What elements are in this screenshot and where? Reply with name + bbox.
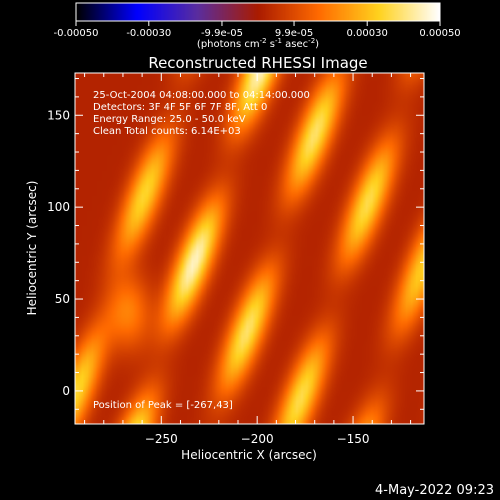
annotation-counts: Clean Total counts: 6.14E+03 <box>93 126 241 137</box>
colorbar-ticks: -0.00050 -0.00030 -9.9e-05 9.9e-05 0.00030 0.… <box>54 21 461 39</box>
annotation-block: 25-Oct-2004 04:08:00.000 to 04:14:00.000… <box>93 90 310 137</box>
y-tick-label: 50 <box>55 292 70 306</box>
footer-date: 4-May-2022 09:23 <box>375 483 494 498</box>
colorbar: -0.00050 -0.00030 -9.9e-05 9.9e-05 0.00030 0.… <box>54 2 461 50</box>
x-axis-label: Heliocentric X (arcsec) <box>181 448 317 462</box>
x-tick-label: −150 <box>337 432 370 446</box>
x-tick-label: −200 <box>241 432 274 446</box>
x-tick-label: −250 <box>145 432 178 446</box>
peak-position-label: Position of Peak = [-267,43] <box>93 400 233 411</box>
plot-frame <box>74 72 425 425</box>
colorbar-gradient <box>76 3 440 21</box>
chart-title: Reconstructed RHESSI Image <box>148 54 367 72</box>
colorbar-tick-label: -0.00050 <box>54 28 99 39</box>
colorbar-tick-label: 0.00050 <box>419 28 460 39</box>
y-axis-label: Heliocentric Y (arcsec) <box>25 181 39 316</box>
y-tick-label: 0 <box>62 384 70 398</box>
axis-ticks: −250 −200 −150 0 50 100 150 <box>47 73 424 446</box>
y-tick-label: 100 <box>47 200 70 214</box>
colorbar-frame <box>75 2 441 22</box>
colorbar-tick-label: 0.00030 <box>347 28 388 39</box>
colorbar-tick-label: -0.00030 <box>126 28 171 39</box>
annotation-energy: Energy Range: 25.0 - 50.0 keV <box>93 114 246 125</box>
colorbar-tick-label: -9.9e-05 <box>201 28 243 39</box>
annotation-detectors: Detectors: 3F 4F 5F 6F 7F 8F, Att 0 <box>93 102 267 113</box>
heatmap-image <box>75 73 424 424</box>
colorbar-units: (photons cm-2 s-1 asec-2) <box>197 37 319 50</box>
colorbar-tick-label: 9.9e-05 <box>275 28 313 39</box>
y-tick-label: 150 <box>47 108 70 122</box>
annotation-time: 25-Oct-2004 04:08:00.000 to 04:14:00.000 <box>93 90 310 101</box>
